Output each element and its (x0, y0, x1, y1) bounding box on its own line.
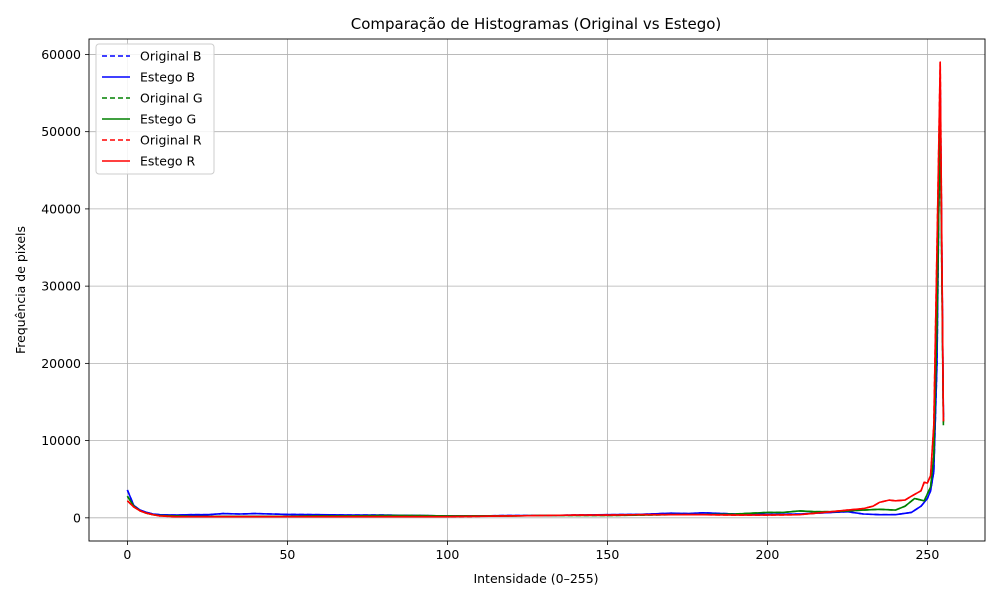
y-tick-label: 20000 (41, 356, 81, 371)
y-tick-label: 10000 (41, 433, 81, 448)
chart-title: Comparação de Histogramas (Original vs E… (351, 15, 722, 33)
legend-label: Original B (140, 49, 201, 64)
y-tick-label: 50000 (41, 124, 81, 139)
x-tick-label: 250 (915, 547, 939, 562)
legend-label: Estego G (140, 112, 196, 127)
x-axis-label: Intensidade (0–255) (473, 571, 598, 586)
x-tick-label: 50 (279, 547, 295, 562)
y-tick-label: 0 (73, 510, 81, 525)
y-tick-label: 40000 (41, 201, 81, 216)
axis-ticks: 0 50 100 150 200 250 0 10000 20000 30000 40000 5000… (41, 47, 939, 562)
y-axis-label: Frequência de pixels (13, 226, 28, 354)
legend: Original B Estego B Original G Estego G Orig… (95, 43, 215, 175)
x-tick-label: 150 (595, 547, 619, 562)
x-tick-label: 200 (755, 547, 779, 562)
legend-label: Estego B (140, 70, 195, 85)
x-tick-label: 100 (435, 547, 459, 562)
x-tick-label: 0 (123, 547, 131, 562)
y-tick-label: 30000 (41, 279, 81, 294)
series-line-estego-r (126, 61, 945, 518)
series-lines (126, 61, 945, 518)
legend-label: Original R (140, 133, 202, 148)
plot-frame (88, 38, 986, 542)
y-tick-label: 60000 (41, 47, 81, 62)
legend-label: Original G (140, 91, 203, 106)
legend-label: Estego R (140, 154, 196, 169)
grid (89, 39, 985, 541)
